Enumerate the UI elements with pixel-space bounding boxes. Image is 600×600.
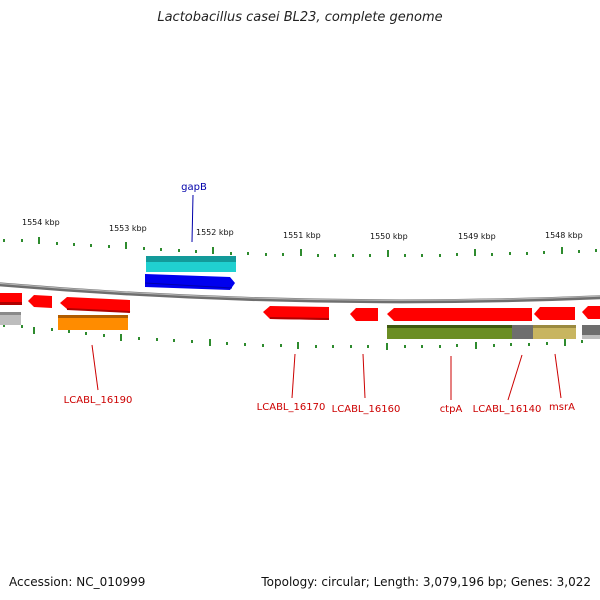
gene-LCABL_16190-cds[interactable] [58, 315, 128, 330]
gene-ctpA[interactable] [387, 308, 514, 339]
gene-grey-left[interactable] [0, 312, 21, 325]
tick-label-1551: 1551 kbp [283, 231, 321, 240]
gene-msrA[interactable] [533, 307, 576, 339]
gene-label-LCABL_16160: LCABL_16160 [332, 404, 401, 415]
gene-label-LCABL_16140: LCABL_16140 [473, 404, 542, 415]
gene-red-small[interactable] [28, 295, 52, 308]
map-title: Lactobacillus casei BL23, complete genom… [157, 10, 443, 25]
gene-gapB-mrna[interactable] [146, 256, 236, 272]
gene-LCABL_16190-red[interactable] [60, 297, 131, 313]
outer-tick-row [3, 237, 597, 257]
inner-tick-row [3, 324, 583, 350]
gene-gapB-cds[interactable] [145, 274, 235, 290]
genome-backbone [0, 282, 600, 304]
gene-red-left-edge[interactable] [0, 293, 22, 305]
gene-label-LCABL_16170: LCABL_16170 [257, 402, 326, 413]
tick-label-1552: 1552 kbp [196, 228, 234, 237]
gene-red-right-edge[interactable] [582, 306, 600, 339]
tick-label-1553: 1553 kbp [109, 224, 147, 233]
gene-LCABL_16160[interactable] [350, 308, 378, 321]
gene-LCABL_16170[interactable] [263, 306, 330, 320]
gene-label-msrA: msrA [549, 402, 575, 413]
tick-label-1549: 1549 kbp [458, 232, 496, 241]
tick-label-1554: 1554 kbp [22, 218, 60, 227]
gene-label-gapB: gapB [181, 182, 207, 193]
gene-label-ctpA: ctpA [440, 404, 463, 415]
tick-label-1548: 1548 kbp [545, 231, 583, 240]
topology-text: Topology: circular; Length: 3,079,196 bp… [261, 575, 591, 589]
gene-label-LCABL_16190: LCABL_16190 [64, 395, 133, 406]
tick-label-1550: 1550 kbp [370, 232, 408, 241]
gene-LCABL_16140[interactable] [512, 308, 533, 339]
accession-text: Accession: NC_010999 [9, 575, 146, 589]
